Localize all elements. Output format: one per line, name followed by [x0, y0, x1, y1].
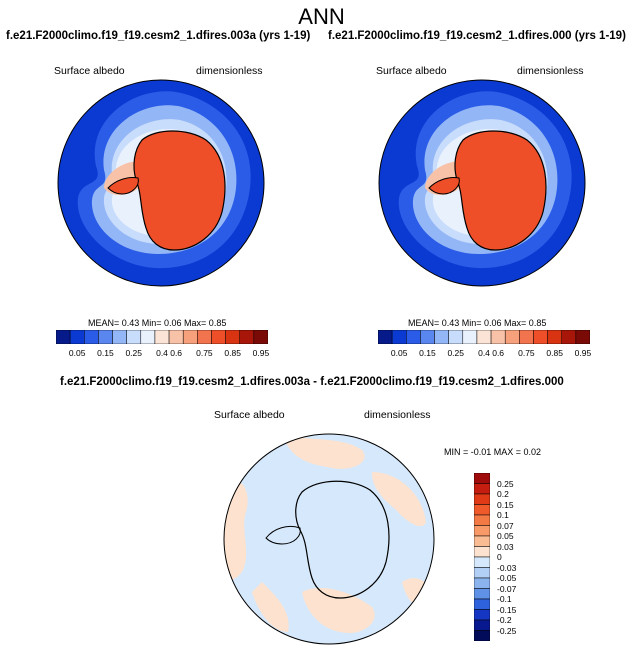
- colorbar-tick-label: 0.6: [170, 348, 183, 358]
- panel-2-variable-label: Surface albedo: [376, 65, 447, 77]
- colorbar-swatch: [533, 330, 548, 344]
- diff-colorbar-swatch: [474, 546, 490, 558]
- diff-colorbar-swatch: [474, 567, 490, 579]
- colorbar-tick-label: 0.75: [518, 348, 535, 358]
- colorbar-swatch: [211, 330, 226, 344]
- colorbar-swatch: [378, 330, 393, 344]
- diff-panel-title: f.e21.F2000climo.f19_f19.cesm2_1.dfires.…: [60, 376, 564, 388]
- colorbar-swatch: [112, 330, 127, 344]
- diff-colorbar-tick-label: 0.2: [497, 489, 509, 499]
- diff-colorbar-swatch: [474, 473, 490, 484]
- diff-colorbar-tick-label: 0.07: [497, 520, 514, 531]
- colorbar-swatch: [561, 330, 577, 344]
- colorbar-tick-label: 0.05: [68, 348, 86, 358]
- colorbar-swatch: [420, 330, 435, 344]
- diff-colorbar: [474, 473, 490, 641]
- diff-colorbar-swatch: [474, 483, 490, 495]
- diff-colorbar-tick-label: 0.25: [497, 478, 514, 489]
- panel-1-variable-label: Surface albedo: [54, 65, 125, 77]
- colorbar-swatch: [239, 330, 255, 344]
- diff-colorbar-tick-label: -0.2: [497, 615, 512, 625]
- diff-colorbar-tick-label: 0.15: [497, 499, 514, 510]
- colorbar-tick-label: 0.15: [419, 348, 436, 358]
- colorbar-tick-label: 0.85: [546, 348, 563, 358]
- colorbar-swatch: [56, 330, 71, 344]
- diff-colorbar-tick-label: -0.03: [497, 562, 517, 573]
- colorbar-swatch: [462, 330, 478, 344]
- colorbar-tick-label: 0.4: [156, 348, 168, 358]
- colorbar-tick-label: 0.05: [390, 348, 408, 358]
- panel-2-colorbar: [378, 330, 590, 344]
- panel-1-stats: MEAN= 0.43 Min= 0.06 Max= 0.85: [88, 318, 227, 328]
- colorbar-tick-label: 0.25: [447, 348, 464, 358]
- colorbar-swatch: [476, 330, 492, 344]
- panel-1-title: f.e21.F2000climo.f19_f19.cesm2_1.dfires.…: [6, 30, 311, 42]
- panel-2-units-label: dimensionless: [517, 65, 584, 77]
- panel-2-title: f.e21.F2000climo.f19_f19.cesm2_1.dfires.…: [328, 30, 626, 42]
- diff-colorbar-tick-label: -0.05: [497, 573, 517, 583]
- diff-colorbar-swatch: [474, 493, 490, 505]
- colorbar-swatch: [434, 330, 449, 344]
- colorbar-swatch: [84, 330, 99, 344]
- colorbar-swatch: [504, 330, 520, 344]
- colorbar-tick-label: 0.95: [574, 348, 592, 358]
- panel-1-units-label: dimensionless: [196, 65, 263, 77]
- colorbar-swatch: [197, 330, 212, 344]
- colorbar-swatch: [448, 330, 464, 344]
- colorbar-swatch: [140, 330, 156, 344]
- diff-panel-stats: MIN = -0.01 MAX = 0.02: [444, 447, 542, 457]
- colorbar-swatch: [490, 330, 506, 344]
- diff-colorbar-swatch: [474, 598, 490, 610]
- colorbar-tick-label: 0.75: [196, 348, 213, 358]
- panel-2-albedo-map: [378, 79, 586, 287]
- diff-colorbar-tick-label: 0.1: [497, 510, 509, 520]
- colorbar-swatch: [69, 330, 85, 344]
- diff-colorbar-swatch: [474, 535, 490, 547]
- diff-colorbar-swatch: [474, 630, 490, 641]
- diff-colorbar-swatch: [474, 588, 490, 600]
- diff-colorbar-tick-label: -0.15: [497, 604, 517, 615]
- colorbar-swatch: [98, 330, 113, 344]
- colorbar-tick-label: 0.25: [125, 348, 142, 358]
- colorbar-swatch: [547, 330, 562, 344]
- colorbar-swatch: [391, 330, 407, 344]
- colorbar-tick-label: 0.95: [252, 348, 270, 358]
- diff-colorbar-tick-label: 0: [497, 552, 502, 562]
- colorbar-tick-label: 0.6: [492, 348, 505, 358]
- diff-colorbar-swatch: [474, 556, 490, 568]
- panel-1-colorbar-labels: 0.05 0.15 0.25 0.4 0.6 0.75 0.85 0.95: [56, 348, 270, 360]
- diff-colorbar-swatch: [474, 504, 490, 516]
- colorbar-swatch: [168, 330, 184, 344]
- colorbar-swatch: [225, 330, 240, 344]
- colorbar-swatch: [575, 330, 590, 344]
- colorbar-tick-label: 0.85: [224, 348, 241, 358]
- diff-colorbar-labels: 0.25 0.2 0.15 0.1 0.07 0.05 0.03 0 -0.03 -0.05 -0.…: [497, 473, 537, 641]
- colorbar-swatch: [253, 330, 268, 344]
- panel-1-colorbar: [56, 330, 268, 344]
- diff-panel-units-label: dimensionless: [364, 409, 431, 421]
- colorbar-swatch: [126, 330, 142, 344]
- diff-colorbar-tick-label: -0.1: [497, 594, 512, 604]
- colorbar-swatch: [154, 330, 170, 344]
- colorbar-swatch: [182, 330, 198, 344]
- diff-colorbar-tick-label: -0.07: [497, 583, 517, 594]
- diff-colorbar-swatch: [474, 609, 490, 621]
- panel-2-colorbar-labels: 0.05 0.15 0.25 0.4 0.6 0.75 0.85 0.95: [378, 348, 592, 360]
- diff-panel-variable-label: Surface albedo: [214, 409, 285, 421]
- diff-colorbar-swatch: [474, 577, 490, 589]
- colorbar-swatch: [406, 330, 421, 344]
- diff-colorbar-swatch: [474, 525, 490, 537]
- diff-colorbar-tick-label: 0.03: [497, 541, 514, 552]
- diff-colorbar-swatch: [474, 619, 490, 631]
- diff-colorbar-tick-label: -0.25: [497, 625, 517, 636]
- colorbar-tick-label: 0.15: [97, 348, 114, 358]
- diff-panel-albedo-map: [223, 433, 435, 645]
- colorbar-swatch: [519, 330, 534, 344]
- panel-1-albedo-map: [57, 79, 265, 287]
- page-title: ANN: [298, 4, 345, 29]
- panel-2-stats: MEAN= 0.43 Min= 0.06 Max= 0.85: [408, 318, 547, 328]
- diff-colorbar-swatch: [474, 514, 490, 526]
- colorbar-tick-label: 0.4: [478, 348, 490, 358]
- diff-colorbar-tick-label: 0.05: [497, 531, 514, 541]
